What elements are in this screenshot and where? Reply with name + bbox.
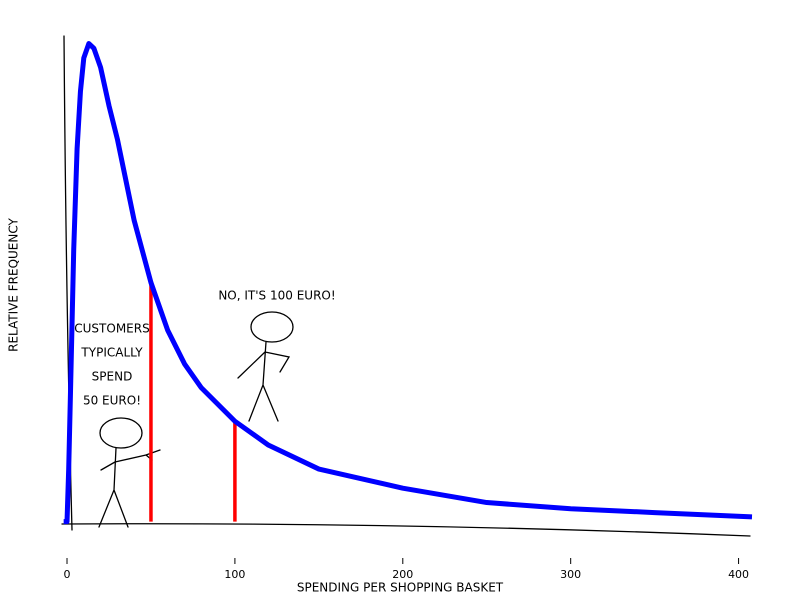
annotation: CUSTOMERS [74,322,149,336]
x-tick-label: 300 [560,568,581,581]
x-axis-label: SPENDING PER SHOPPING BASKET [297,581,504,595]
x-tick-label: 0 [64,568,71,581]
y-axis-label: RELATIVE FREQUENCY [7,217,21,351]
line-series [63,41,753,525]
stick-figure-right [237,311,294,422]
x-tick-label: 200 [392,568,413,581]
stick-figure-left [98,417,161,528]
annotation: NO, IT'S 100 EURO! [218,289,335,303]
annotation: 50 EURO! [83,394,141,408]
x-axis [61,523,751,537]
x-tick-label: 100 [224,568,245,581]
x-tick-label: 400 [728,568,749,581]
annotation: SPEND [92,370,133,384]
annotation: TYPICALLY [80,346,143,360]
